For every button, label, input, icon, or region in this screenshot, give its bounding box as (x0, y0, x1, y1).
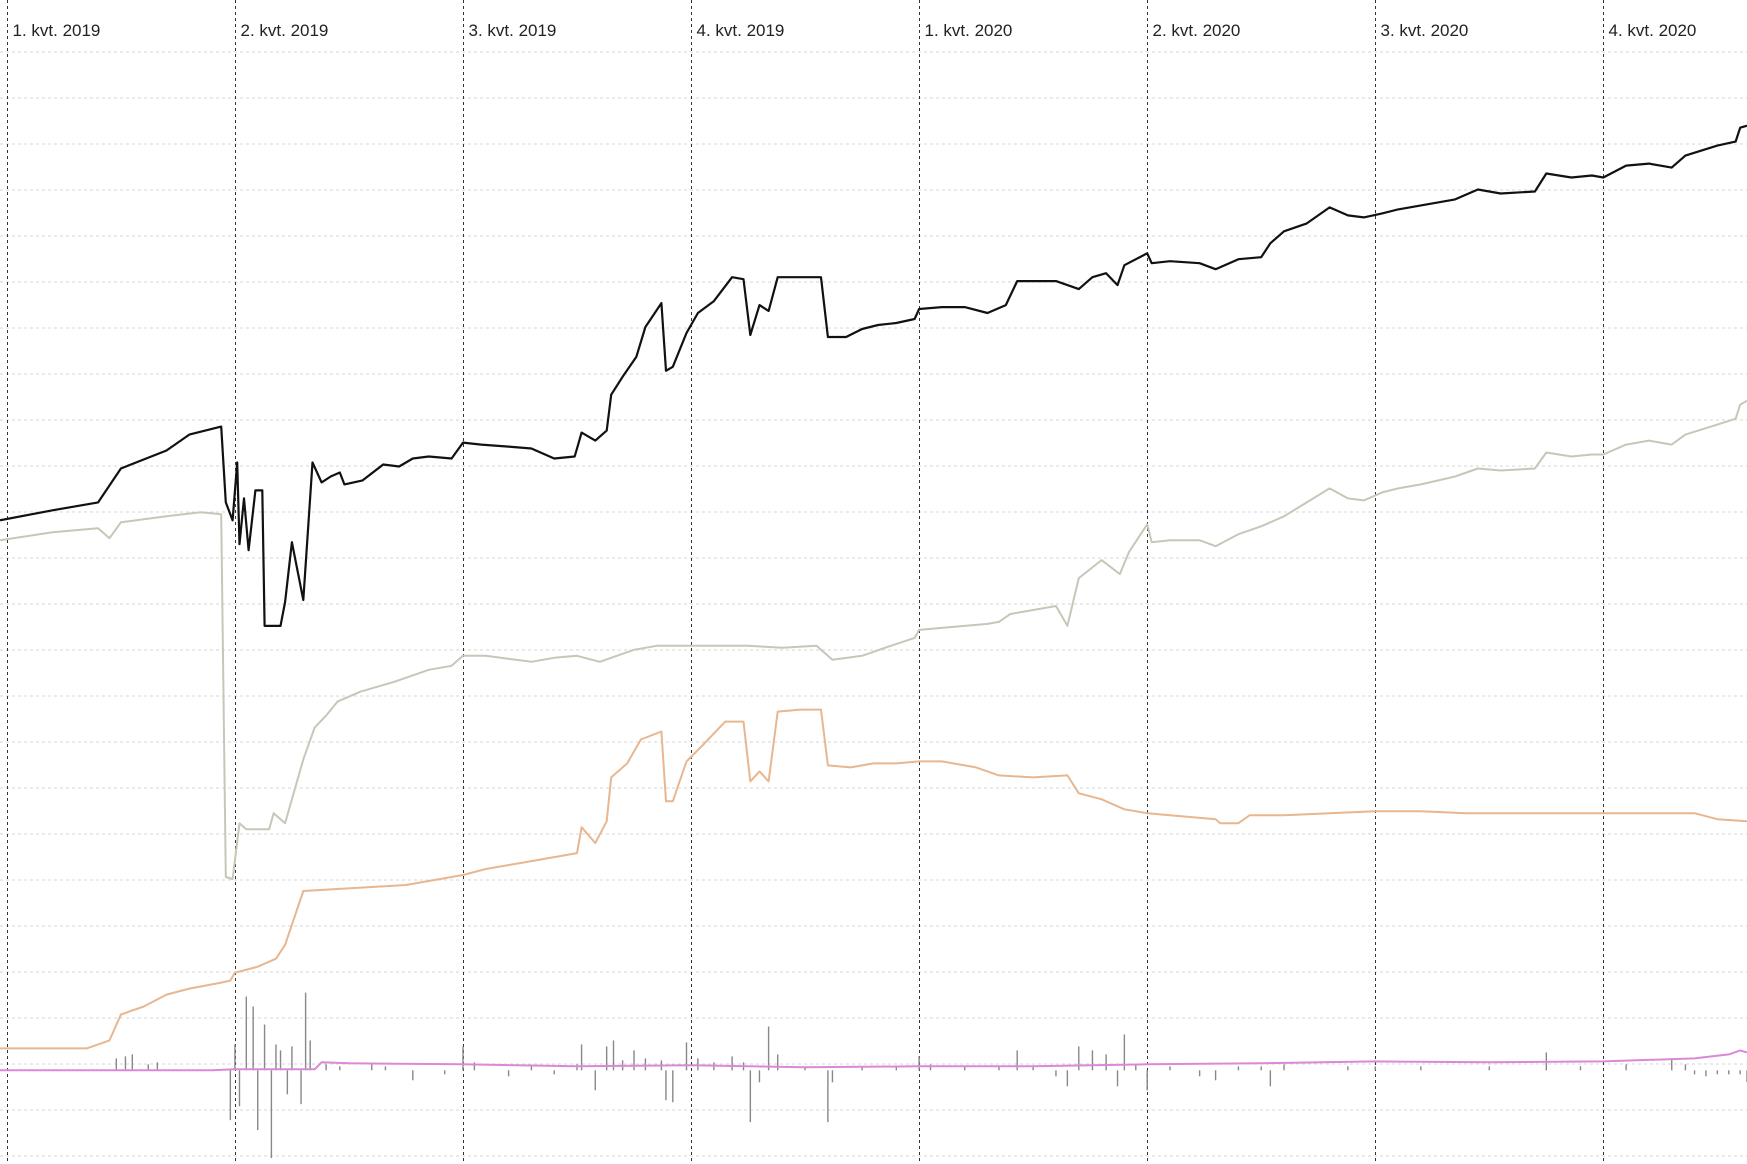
series-line-gray (0, 399, 1747, 880)
quarter-label: 1. kvt. 2019 (13, 21, 101, 40)
quarter-label: 2. kvt. 2020 (1153, 21, 1241, 40)
quarter-label: 2. kvt. 2019 (241, 21, 329, 40)
series-line-orange (0, 708, 1747, 1050)
quarter-label: 1. kvt. 2020 (925, 21, 1013, 40)
quarter-markers (7, 0, 1604, 1164)
quarter-labels: 1. kvt. 2019 2. kvt. 2019 3. kvt. 2019 4. k… (13, 21, 1697, 40)
horizontal-grid (0, 51, 1747, 1157)
quarter-label: 3. kvt. 2020 (1381, 21, 1469, 40)
line-series (0, 124, 1747, 1072)
series-line-black (0, 124, 1747, 627)
quarter-label: 3. kvt. 2019 (469, 21, 557, 40)
series-line-pink (0, 1049, 1747, 1072)
bar-series (115, 992, 1747, 1159)
quarter-label: 4. kvt. 2020 (1609, 21, 1697, 40)
quarter-label: 4. kvt. 2019 (697, 21, 785, 40)
